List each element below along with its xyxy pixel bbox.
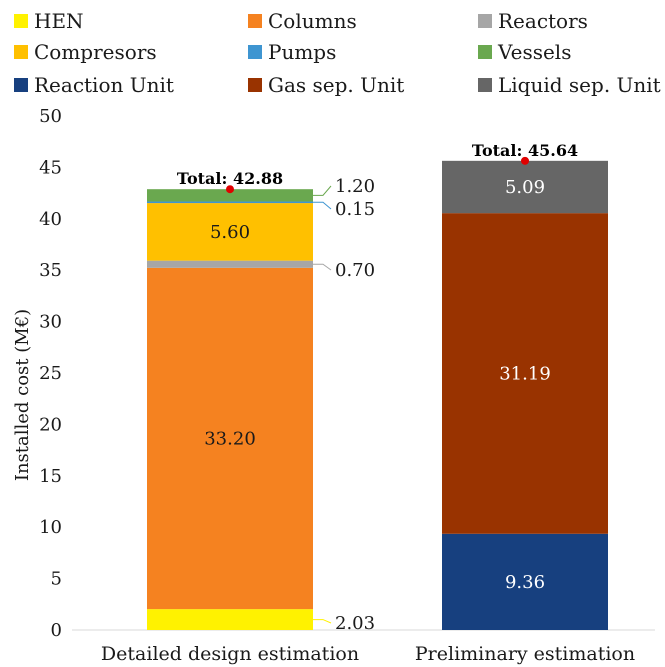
bars	[147, 160, 608, 630]
legend-swatch	[248, 45, 262, 59]
legend-swatch	[478, 45, 492, 59]
bar-segment-reactors	[147, 260, 313, 268]
legend-item-pumps: Pumps	[248, 40, 336, 64]
bar-segment-gas-sep-unit	[442, 213, 608, 534]
legend-label: Reactors	[498, 9, 588, 33]
data-label-vessels: 1.20	[335, 176, 375, 197]
legend-item-gas-sep-unit: Gas sep. Unit	[248, 73, 404, 97]
legend-swatch	[248, 14, 262, 28]
total-marker	[226, 185, 234, 194]
bar-segment-vessels	[147, 189, 313, 202]
legend-label: Pumps	[268, 40, 336, 64]
y-tick-label: 15	[39, 466, 62, 487]
legend-item-hen: HEN	[14, 9, 84, 33]
data-label-reactors: 0.70	[335, 260, 375, 281]
data-labels: 2.03 33.20 0.70 5.60 0.151.20 Total: 42.88 9.3…	[177, 141, 578, 634]
legend-swatch	[478, 78, 492, 92]
legend-item-reaction-unit: Reaction Unit	[14, 73, 174, 97]
bar-segment-pumps	[147, 201, 313, 204]
total-label: Total: 42.88	[177, 169, 283, 188]
bar-segment-hen	[147, 609, 313, 630]
legend-item-liquid-sep-unit: Liquid sep. Unit	[478, 73, 661, 97]
x-category-label: Detailed design estimation	[101, 643, 359, 665]
data-label-liquid-sep-unit: 5.09	[505, 177, 545, 198]
total-label: Total: 45.64	[472, 141, 578, 160]
total-marker	[521, 156, 529, 165]
bar-segment-reaction-unit	[442, 533, 608, 630]
x-axis-categories: Detailed design estimation Preliminary es…	[101, 643, 635, 665]
legend-swatch	[14, 14, 28, 28]
legend-item-reactors: Reactors	[478, 9, 588, 33]
legend-label: Compresors	[34, 40, 157, 64]
bar-segment-liquid-sep-unit	[442, 160, 608, 214]
data-label-hen: 2.03	[335, 613, 375, 634]
y-axis-title: Installed cost (M€)	[12, 309, 33, 481]
legend-label: Columns	[268, 9, 357, 33]
legend-label: Gas sep. Unit	[268, 73, 404, 97]
bar-segment-compresors	[147, 203, 313, 261]
y-tick-label: 25	[39, 363, 62, 384]
y-tick-label: 20	[39, 414, 62, 435]
data-label-columns: 33.20	[204, 428, 256, 449]
legend-item-columns: Columns	[248, 9, 357, 33]
data-label-reaction-unit: 9.36	[505, 572, 545, 593]
legend-item-compresors: Compresors	[14, 40, 157, 64]
legend-label: Vessels	[497, 40, 571, 64]
legend-label: Liquid sep. Unit	[498, 73, 661, 97]
y-tick-label: 50	[39, 106, 62, 127]
legend-item-vessels: Vessels	[478, 40, 571, 64]
data-label-pumps: 0.15	[335, 199, 375, 220]
data-label-gas-sep-unit: 31.19	[499, 363, 551, 384]
callout-line	[313, 263, 332, 271]
legend-label: HEN	[34, 9, 84, 33]
y-tick-label: 35	[39, 260, 62, 281]
legend-swatch	[14, 78, 28, 92]
y-tick-label: 45	[39, 157, 62, 178]
y-tick-label: 5	[51, 569, 62, 590]
y-tick-label: 40	[39, 209, 62, 230]
bar-segment-columns	[147, 267, 313, 610]
x-category-label: Preliminary estimation	[415, 643, 635, 665]
legend: HEN Columns Reactors Compresors Pumps Vessels…	[14, 9, 661, 97]
callout-line	[313, 619, 332, 624]
y-tick-label: 10	[39, 517, 62, 538]
data-label-compresors: 5.60	[210, 222, 250, 243]
legend-swatch	[478, 14, 492, 28]
callout-line	[313, 185, 332, 196]
y-tick-label: 0	[51, 620, 62, 641]
legend-swatch	[248, 78, 262, 92]
legend-swatch	[14, 45, 28, 59]
callout-line	[313, 201, 332, 210]
y-tick-label: 30	[39, 312, 62, 333]
legend-label: Reaction Unit	[34, 73, 174, 97]
